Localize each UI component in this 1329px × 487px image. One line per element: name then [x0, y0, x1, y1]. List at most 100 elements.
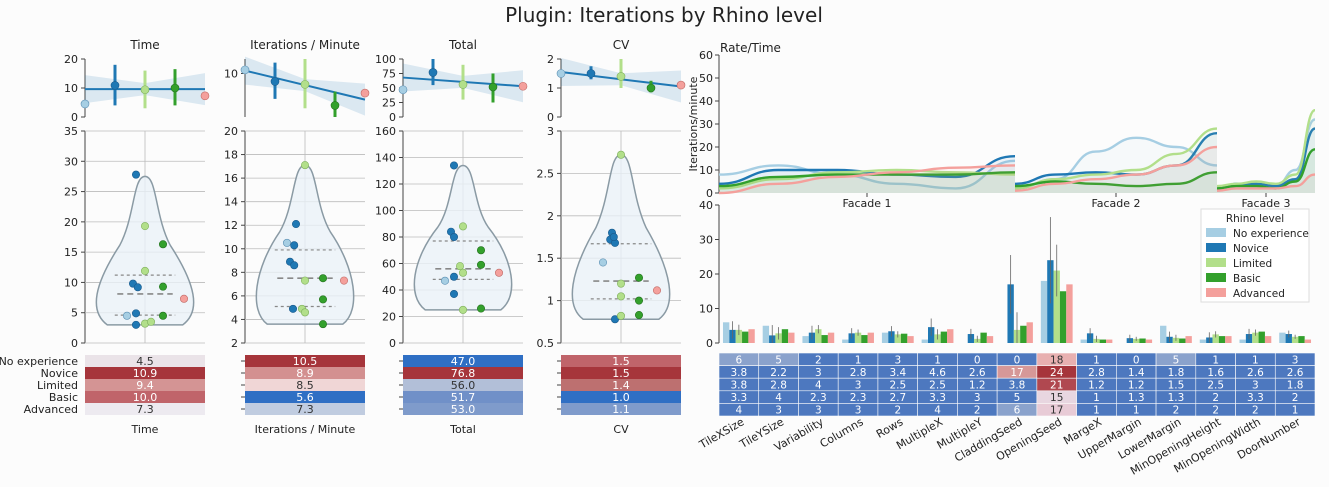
bar: [821, 335, 828, 343]
param-table-value: 1.2: [1128, 380, 1145, 392]
param-table-value: 4: [815, 380, 822, 392]
table-value: 9.4: [136, 379, 154, 392]
table-value: 1.1: [612, 403, 630, 416]
table-cell: [245, 391, 365, 403]
data-point: [494, 268, 503, 277]
param-table-value: 3: [775, 405, 782, 417]
table-cell: [85, 391, 205, 403]
top-mean-point: [676, 80, 686, 90]
table-cell: [85, 379, 205, 391]
bar: [1218, 336, 1226, 343]
top-mean-point: [360, 88, 370, 98]
table-cell: [561, 391, 681, 403]
table-cell: [403, 391, 523, 403]
top-mean-point: [616, 72, 626, 81]
data-point: [290, 261, 299, 270]
bar: [940, 331, 948, 343]
rate-ytick-label: 0: [706, 187, 713, 200]
data-point: [300, 161, 309, 170]
bar: [762, 325, 770, 343]
data-point: [458, 305, 467, 314]
table-value: 1.4: [612, 379, 630, 392]
top-ytick-label: 20: [64, 53, 78, 66]
data-point: [652, 286, 661, 295]
data-point: [290, 241, 299, 250]
top-mean-point: [488, 82, 498, 92]
data-point: [132, 170, 141, 179]
panel-0: Time 0 10 20 0 5 10 15 20 25 30 35 4.5 No experience 1…: [0, 38, 210, 436]
bar: [1099, 339, 1107, 343]
data-point: [318, 274, 327, 283]
data-point: [634, 296, 643, 305]
top-mean-point: [270, 77, 280, 86]
data-point: [123, 311, 132, 320]
top-ytick-label: 0: [389, 111, 396, 124]
param-table-value: 1.6: [1207, 367, 1224, 379]
rate-line: [1014, 127, 1218, 190]
param-table-value: 1: [855, 354, 862, 366]
bar: [900, 333, 908, 343]
param-table-value: 1.8: [1287, 380, 1304, 392]
rate-line: [1216, 109, 1316, 188]
bar: [1106, 339, 1113, 343]
bar: [1279, 332, 1286, 343]
legend-swatch: [1206, 288, 1226, 297]
data-point: [610, 315, 619, 324]
ytick-label: 30: [64, 155, 78, 168]
top-ytick-label: 0: [71, 111, 78, 124]
legend-swatch: [1206, 258, 1226, 267]
table-value: 8.9: [296, 367, 314, 380]
bar: [781, 329, 789, 343]
param-table-value: 1.4: [1128, 367, 1145, 379]
param-table-value: 15: [1050, 392, 1063, 404]
data-point: [159, 311, 168, 320]
top-ytick-label: 2: [547, 53, 554, 66]
param-table-value: 2.5: [1207, 380, 1224, 392]
param-table-value: 2.7: [889, 392, 906, 404]
top-mean-point: [330, 101, 340, 110]
param-table-value: 2.8: [770, 380, 787, 392]
data-point: [339, 276, 348, 285]
param-table-value: 1: [1292, 405, 1299, 417]
table-cell: [85, 403, 205, 415]
bar: [921, 339, 928, 343]
rate-line: [718, 168, 1016, 190]
bar: [888, 331, 895, 343]
param-table-value: 1: [1093, 405, 1100, 417]
ytick-label: 35: [64, 125, 78, 138]
table-row-label: Basic: [49, 391, 78, 404]
param-table-value: 1: [1133, 405, 1140, 417]
top-mean-point: [398, 85, 408, 95]
table-cell: [403, 379, 523, 391]
panel-title: CV: [613, 38, 630, 52]
top-mean-point: [110, 81, 120, 90]
param-table-value: 1: [1252, 354, 1259, 366]
table-value: 4.5: [136, 355, 154, 368]
legend-box: [1200, 208, 1310, 303]
data-point: [458, 268, 467, 277]
param-table-value: 4: [736, 405, 743, 417]
param-table-value: 1: [1212, 354, 1219, 366]
data-point: [476, 304, 485, 313]
ytick-label: 60: [382, 258, 396, 271]
param-table-value: 2.6: [1287, 367, 1304, 379]
param-table-value: 5: [1173, 354, 1180, 366]
bar: [1185, 336, 1192, 343]
top-ytick-label: 75: [382, 68, 396, 81]
legend: Rhino level No experience Novice Limited Bas…: [1200, 208, 1310, 303]
legend-label: Advanced: [1233, 288, 1285, 300]
top-ytick-label: 25: [382, 97, 396, 110]
param-table-value: 2: [1212, 392, 1219, 404]
table-cell: [85, 355, 205, 367]
param-table-value: 3: [894, 354, 901, 366]
violin-shape: [95, 175, 195, 326]
bar-ytick-label: 0: [706, 337, 713, 350]
param-table-value: 5: [1014, 392, 1021, 404]
top-mean-point: [586, 69, 596, 78]
param-table-value: 3.8: [731, 380, 748, 392]
rate-ci-band: [1015, 128, 1217, 193]
rate-ytick-label: 40: [699, 95, 713, 108]
param-table-value: 2: [815, 354, 822, 366]
data-point: [300, 308, 309, 317]
param-table-value: 1.2: [969, 380, 986, 392]
